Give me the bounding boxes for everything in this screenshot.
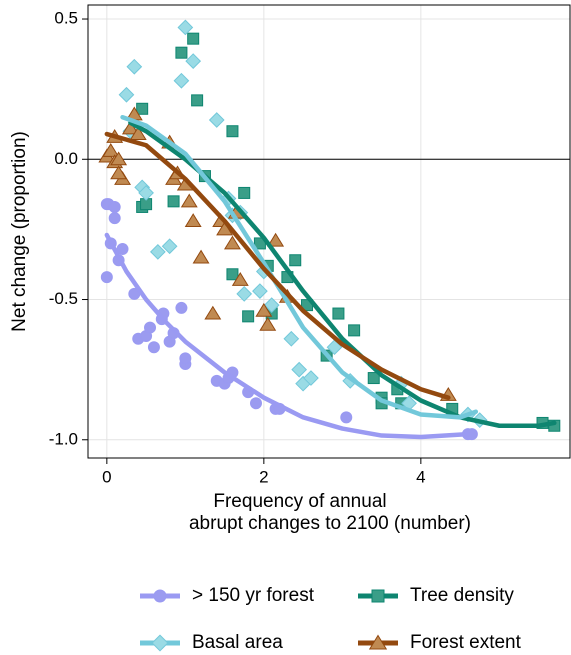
point: [255, 302, 273, 317]
point: [238, 186, 251, 199]
point: [150, 243, 166, 260]
point: [179, 352, 192, 365]
point: [129, 126, 147, 141]
point: [121, 120, 139, 135]
point: [161, 238, 178, 255]
point: [259, 316, 277, 331]
legend-label: Forest extent: [410, 632, 522, 653]
point: [177, 19, 194, 36]
point: [126, 58, 143, 75]
fit-line: [104, 232, 471, 440]
point: [368, 634, 388, 650]
point: [332, 307, 345, 320]
point: [291, 361, 308, 378]
point: [147, 341, 160, 354]
point: [151, 634, 169, 652]
point: [263, 297, 280, 313]
point: [326, 339, 343, 356]
point: [184, 213, 202, 227]
point: [153, 589, 167, 603]
point: [138, 185, 154, 201]
point: [252, 283, 268, 299]
x-tick-label: 4: [416, 467, 425, 486]
y-tick-label: 0.5: [54, 9, 78, 28]
point: [236, 286, 253, 302]
point: [180, 193, 198, 208]
y-axis-title: Net change (proportion): [9, 131, 30, 332]
fit-line: [120, 114, 479, 420]
point: [185, 53, 202, 69]
point: [367, 372, 380, 385]
y-tick-label: 0.0: [54, 149, 78, 168]
point: [231, 272, 249, 286]
point: [110, 165, 128, 180]
point: [136, 102, 149, 115]
point: [348, 324, 361, 337]
point: [100, 271, 113, 284]
point: [118, 86, 135, 103]
x-axis-title: abrupt changes to 2100 (number): [189, 513, 471, 534]
fit-line: [128, 120, 557, 428]
point: [371, 589, 385, 603]
point: [226, 125, 239, 138]
point: [108, 212, 121, 225]
point: [242, 310, 255, 323]
point: [110, 151, 128, 166]
x-tick-label: 0: [102, 467, 111, 486]
point: [167, 195, 180, 208]
point: [249, 397, 262, 410]
point: [204, 305, 222, 320]
point: [102, 143, 120, 157]
point: [223, 235, 241, 250]
point: [116, 243, 129, 256]
point: [208, 112, 225, 128]
point: [267, 232, 285, 247]
point: [191, 94, 204, 107]
point: [175, 301, 188, 314]
point: [144, 321, 157, 334]
y-tick-label: -0.5: [49, 289, 78, 308]
legend-label: Tree density: [410, 585, 514, 606]
point: [108, 200, 121, 213]
plot-frame: [87, 4, 571, 459]
point: [173, 72, 190, 89]
point: [289, 254, 302, 267]
point: [303, 370, 319, 386]
legend-label: Basal area: [192, 632, 283, 653]
point: [192, 249, 210, 264]
fit-line: [104, 131, 451, 400]
point: [187, 32, 200, 45]
point: [283, 330, 300, 347]
x-axis-title: Frequency of annual: [213, 491, 386, 512]
legend-label: > 150 yr forest: [192, 585, 315, 606]
y-tick-label: -1.0: [49, 429, 78, 448]
x-tick-label: 2: [259, 467, 268, 486]
point: [175, 46, 188, 59]
point: [342, 373, 359, 389]
point: [340, 411, 353, 424]
point: [226, 268, 239, 281]
